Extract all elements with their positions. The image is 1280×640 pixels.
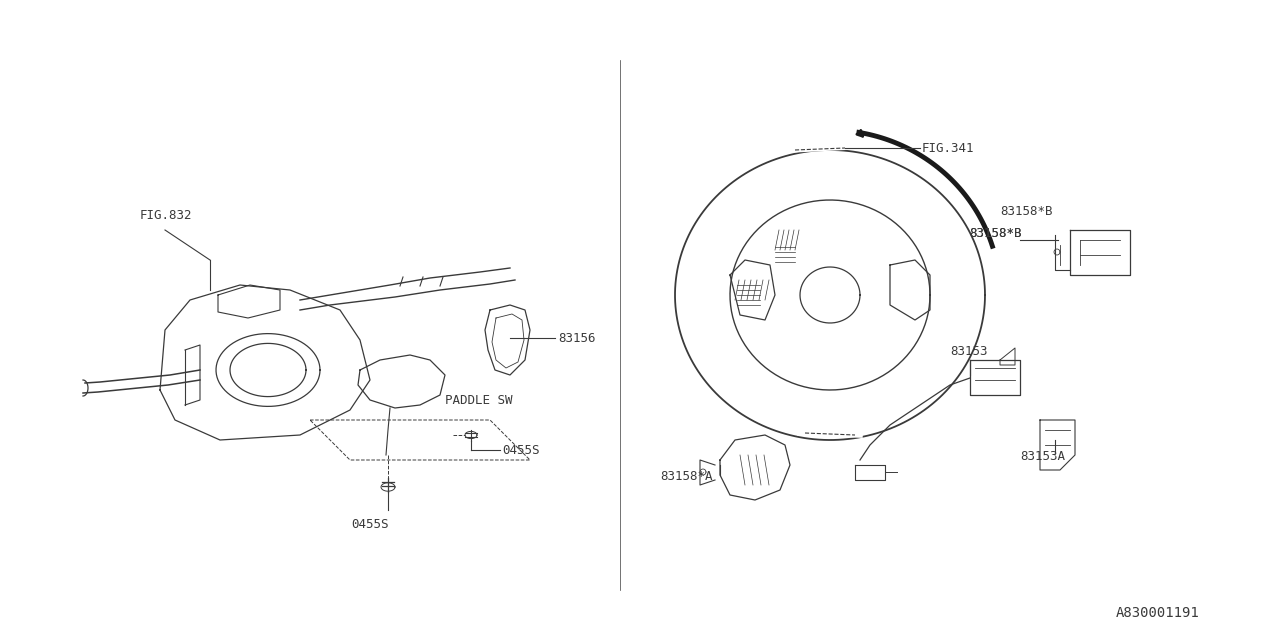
- Text: 83156: 83156: [558, 332, 595, 344]
- Text: 0455S: 0455S: [351, 518, 389, 531]
- Text: 0455S: 0455S: [502, 444, 539, 456]
- Text: 83153: 83153: [950, 345, 987, 358]
- Text: FIG.832: FIG.832: [140, 209, 192, 221]
- Text: 83158*B: 83158*B: [969, 227, 1021, 239]
- Text: 83158*B: 83158*B: [969, 227, 1021, 239]
- Text: 83158*A: 83158*A: [660, 470, 713, 483]
- Text: A830001191: A830001191: [1116, 606, 1201, 620]
- Text: 83158*B: 83158*B: [1000, 205, 1052, 218]
- Text: PADDLE SW: PADDLE SW: [445, 394, 512, 406]
- Text: 83153A: 83153A: [1020, 450, 1065, 463]
- Text: FIG.341: FIG.341: [922, 141, 974, 154]
